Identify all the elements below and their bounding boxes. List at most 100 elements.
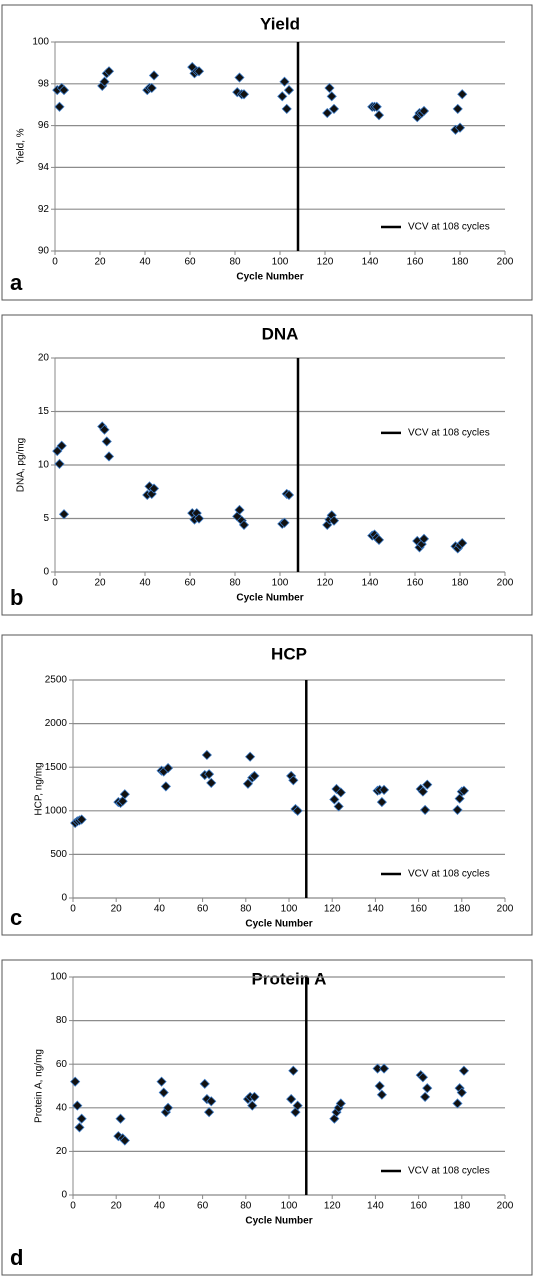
y-axis-label: HCP, ng/mg	[34, 762, 45, 815]
y-axis-label: DNA, pg/mg	[16, 438, 27, 492]
x-tick-label: 140	[362, 257, 379, 268]
data-point	[245, 751, 256, 762]
x-tick-label: 40	[154, 904, 166, 915]
x-tick-label: 180	[452, 257, 469, 268]
x-tick-label: 20	[111, 904, 123, 915]
y-tick-label: 10	[38, 460, 50, 471]
data-point	[283, 85, 295, 96]
x-tick-label: 60	[197, 904, 209, 915]
y-tick-label: 98	[38, 78, 50, 89]
y-tick-label: 0	[61, 1190, 67, 1201]
data-point	[206, 777, 217, 788]
data-point	[374, 1080, 385, 1092]
data-point	[58, 509, 70, 520]
data-point	[54, 101, 65, 112]
y-tick-label: 20	[38, 353, 50, 364]
data-point	[156, 1076, 167, 1087]
x-tick-label: 0	[70, 1201, 76, 1212]
panel-frame	[1, 4, 533, 301]
data-point	[72, 1100, 83, 1111]
data-point	[58, 85, 70, 96]
x-tick-label: 160	[410, 904, 427, 915]
data-point	[371, 101, 382, 112]
x-tick-label: 60	[184, 578, 196, 589]
data-point	[103, 451, 115, 462]
data-point	[101, 436, 112, 447]
x-tick-label: 200	[497, 1201, 514, 1212]
x-tick-label: 200	[497, 904, 514, 915]
legend-label: VCV at 108 cycles	[408, 869, 490, 880]
x-tick-label: 140	[362, 578, 379, 589]
data-point	[103, 66, 115, 77]
x-tick-label: 0	[70, 904, 76, 915]
data-point	[193, 513, 205, 524]
y-tick-label: 2500	[45, 675, 68, 686]
x-tick-label: 0	[52, 578, 58, 589]
x-tick-label: 20	[94, 578, 106, 589]
data-point	[234, 504, 245, 516]
data-point	[292, 1100, 303, 1111]
x-tick-label: 80	[229, 578, 241, 589]
y-tick-label: 1000	[45, 805, 68, 816]
legend-label: VCV at 108 cycles	[408, 428, 490, 439]
x-tick-label: 80	[229, 257, 241, 268]
data-point	[376, 797, 387, 808]
data-point	[206, 1096, 217, 1107]
x-tick-label: 200	[497, 257, 514, 268]
data-point	[242, 778, 254, 789]
x-tick-label: 100	[272, 257, 289, 268]
data-point	[458, 785, 470, 796]
x-tick-label: 180	[453, 904, 470, 915]
y-tick-label: 0	[43, 567, 49, 578]
y-tick-label: 1500	[45, 762, 68, 773]
data-point	[52, 446, 63, 457]
x-axis-label: Cycle Number	[236, 593, 303, 604]
data-point	[204, 1107, 215, 1118]
x-tick-label: 20	[111, 1201, 123, 1212]
x-tick-label: 80	[240, 1201, 252, 1212]
x-tick-label: 120	[324, 1201, 341, 1212]
panel-label: c	[10, 905, 22, 930]
panel-label: a	[10, 270, 23, 295]
data-point	[378, 1063, 390, 1074]
panel-frame	[1, 314, 533, 616]
data-point	[335, 787, 346, 798]
data-point	[422, 1083, 433, 1094]
data-point	[452, 804, 463, 815]
data-point	[328, 515, 340, 526]
data-point	[238, 519, 250, 530]
x-axis-label: Cycle Number	[245, 919, 312, 930]
y-axis-label: Yield, %	[16, 128, 27, 164]
x-tick-label: 200	[497, 578, 514, 589]
data-point	[292, 805, 303, 816]
x-tick-label: 120	[324, 904, 341, 915]
data-point	[70, 1076, 81, 1087]
data-point	[281, 103, 292, 114]
data-point	[333, 801, 344, 812]
data-point	[119, 1135, 130, 1146]
data-point	[199, 1078, 210, 1089]
data-point	[417, 1072, 428, 1083]
x-tick-label: 0	[52, 257, 58, 268]
data-point	[193, 66, 205, 77]
panel-label: d	[10, 1245, 23, 1270]
y-tick-label: 5	[43, 513, 49, 524]
y-tick-label: 40	[56, 1102, 68, 1113]
x-tick-label: 120	[317, 257, 334, 268]
data-point	[249, 1091, 260, 1102]
data-point	[457, 89, 468, 100]
x-tick-label: 40	[139, 578, 151, 589]
x-tick-label: 80	[240, 904, 252, 915]
chart-title: Protein A	[252, 969, 327, 988]
data-point	[286, 1094, 297, 1105]
data-point	[458, 1065, 470, 1076]
x-tick-label: 120	[317, 578, 334, 589]
data-point	[277, 91, 288, 102]
x-tick-label: 160	[407, 257, 424, 268]
data-point	[99, 424, 110, 435]
data-point	[279, 517, 290, 528]
chart-title: DNA	[262, 324, 299, 343]
x-axis-label: Cycle Number	[236, 272, 303, 283]
data-point	[115, 1113, 126, 1124]
